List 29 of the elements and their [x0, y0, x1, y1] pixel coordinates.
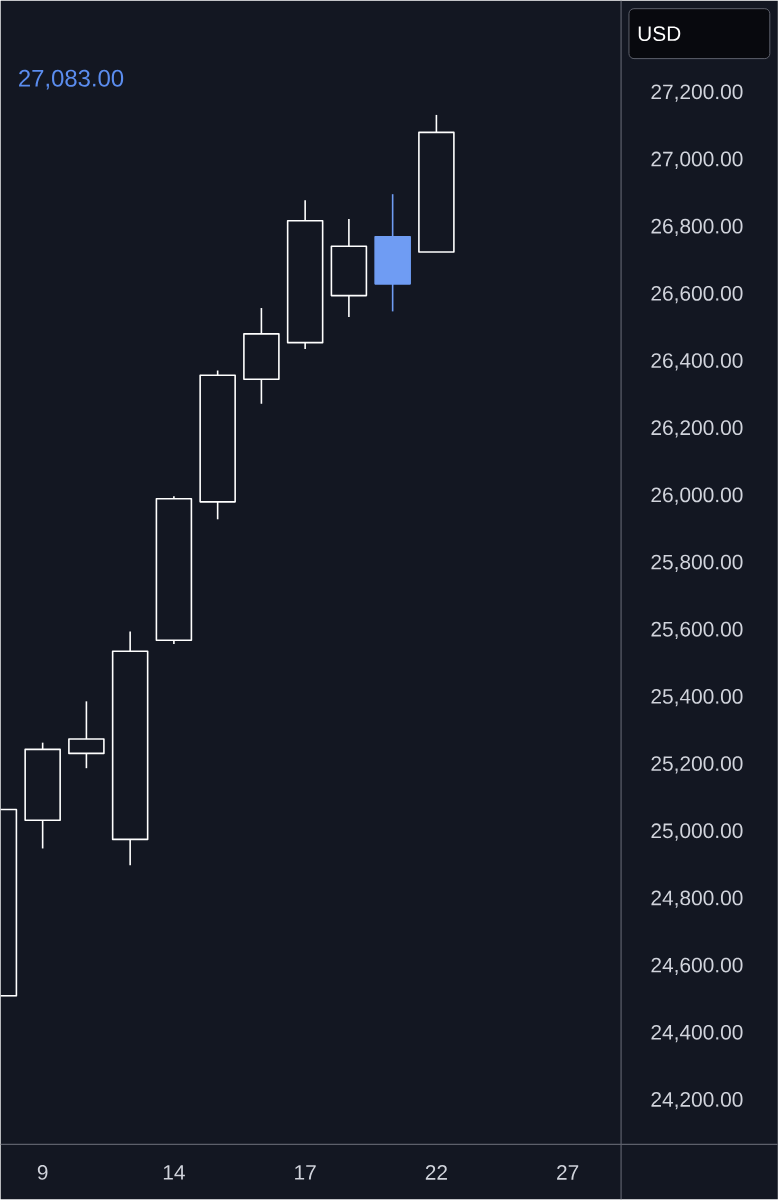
y-tick-label: 27,200.00: [651, 84, 743, 102]
x-tick-label: 22: [425, 1165, 447, 1180]
y-tick-label: 26,400.00: [651, 353, 743, 371]
y-tick-label: 25,400.00: [651, 689, 743, 707]
x-tick-label: 9: [37, 1164, 48, 1180]
y-tick-label: 26,000.00: [651, 487, 743, 505]
y-tick-label: 26,800.00: [651, 218, 743, 237]
y-tick-label: 26,200.00: [651, 420, 743, 438]
y-tick-label: 25,800.00: [651, 554, 743, 572]
y-tick-label: 25,600.00: [651, 621, 743, 640]
y-tick-label: 25,000.00: [651, 823, 743, 841]
y-tick-label: 25,200.00: [651, 756, 743, 774]
candlestick: [286, 199, 324, 350]
candlestick: [374, 193, 411, 313]
y-tick-label: 26,600.00: [651, 285, 743, 304]
y-tick-label: 24,400.00: [651, 1024, 743, 1043]
x-tick-label: 14: [163, 1165, 185, 1180]
y-tick-label: 24,200.00: [651, 1092, 743, 1110]
candlestick: [242, 307, 280, 405]
annotation: 27,083.00: [18, 69, 123, 90]
y-tick-label: 24,800.00: [651, 890, 743, 908]
candlestick: [155, 495, 192, 645]
x-tick-label: 27: [556, 1165, 578, 1180]
candlestick: [330, 218, 367, 318]
y-tick-label: 24,600.00: [651, 957, 743, 975]
text: USD: [638, 26, 681, 42]
x-tick-label: 17: [294, 1165, 316, 1180]
candlestick: [111, 630, 149, 867]
y-tick-label: 27,000.00: [651, 151, 743, 169]
